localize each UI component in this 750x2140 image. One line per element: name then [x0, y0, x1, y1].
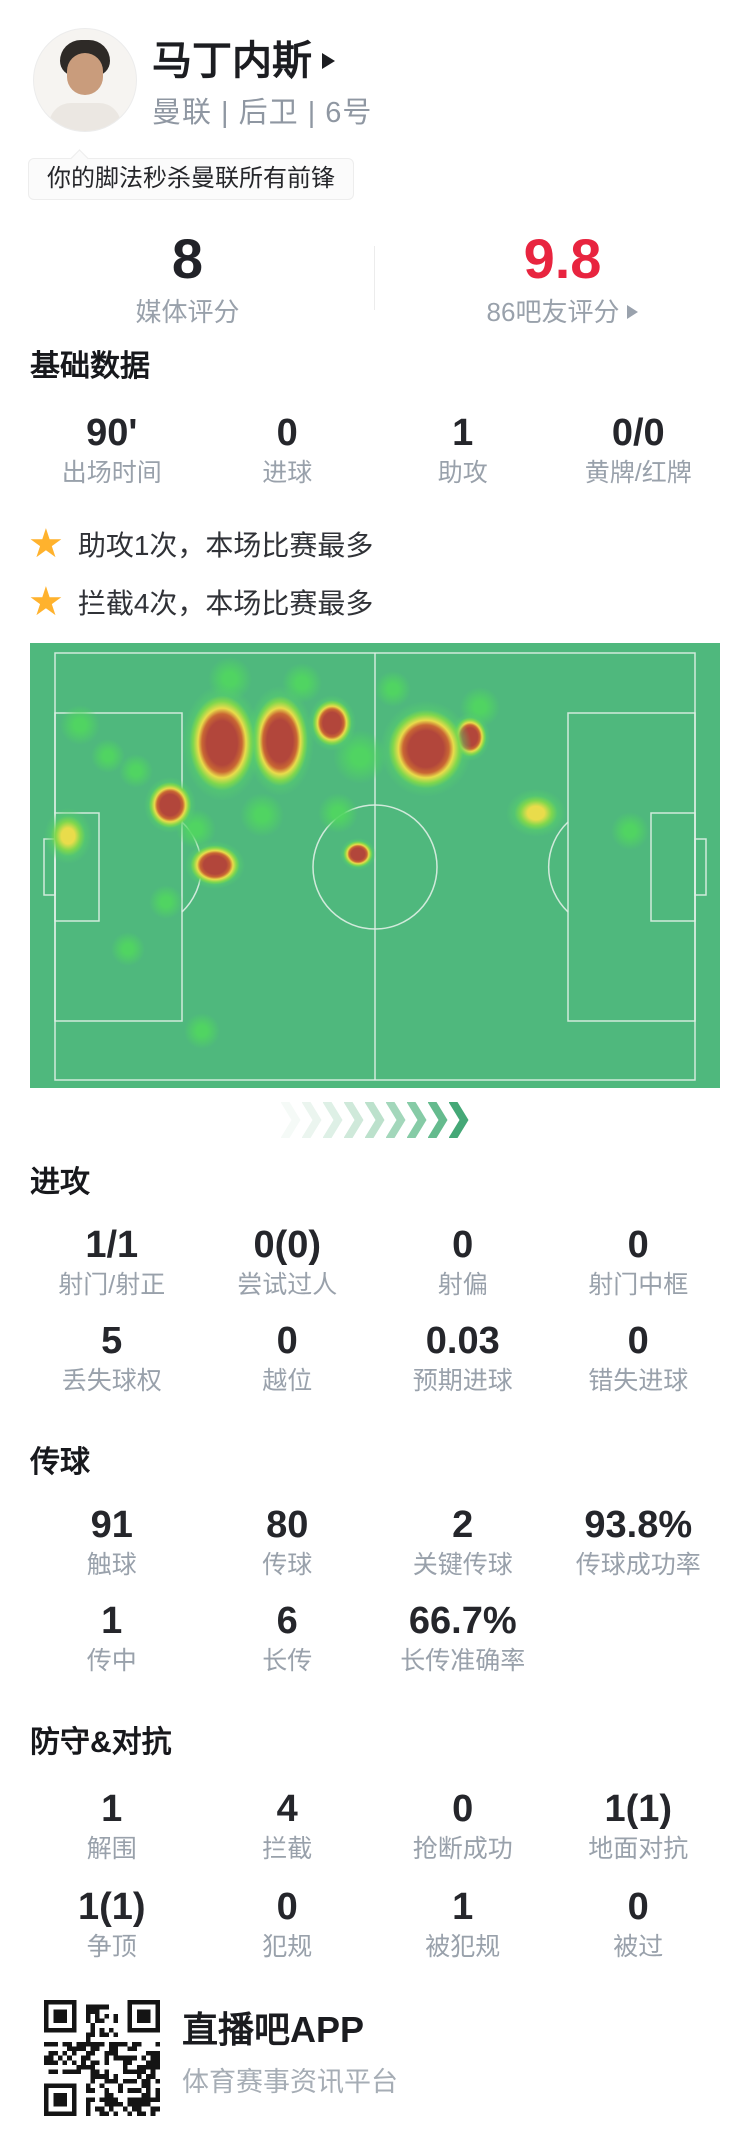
stat-touches: 91 触球 — [86, 1504, 137, 1579]
stat-shots-woodwork: 0 射门中框 — [588, 1224, 689, 1299]
stat-cards: 0/0 黄牌/红牌 — [584, 412, 692, 487]
chevron-arrow-icon — [448, 1102, 469, 1138]
stat-fouled: 1 被犯规 — [425, 1886, 501, 1961]
stat-crosses: 1 传中 — [86, 1600, 137, 1675]
stat-long-ball-accuracy: 66.7% 长传准确率 — [400, 1600, 526, 1675]
heatmap-layer — [30, 643, 720, 1088]
stat-minutes: 90' 出场时间 — [61, 412, 162, 487]
player-team-position: 曼联 | 后卫 | 6号 — [152, 97, 373, 129]
stat-empty — [551, 1598, 727, 1676]
stat-offsides: 0 越位 — [262, 1320, 313, 1395]
chevron-arrow-icon — [385, 1102, 406, 1138]
star-icon: ★ — [28, 580, 64, 624]
passing-stats-row-2: 1 传中 6 长传 66.7% 长传准确率 — [0, 1598, 750, 1676]
player-quote-text: 你的脚法秒杀曼联所有前锋 — [47, 165, 335, 192]
stat-clearances: 1 解围 — [86, 1788, 137, 1863]
stat-possession-lost: 5 丢失球权 — [61, 1320, 162, 1395]
player-quote-bubble: 你的脚法秒杀曼联所有前锋 — [28, 158, 354, 200]
ratings-divider — [374, 246, 375, 310]
basic-stats-row: 90' 出场时间 0 进球 1 助攻 0/0 黄牌/红牌 — [0, 410, 750, 488]
stat-key-passes: 2 关键传球 — [412, 1504, 513, 1579]
stat-dribbled-past: 0 被过 — [613, 1886, 664, 1961]
player-avatar[interactable] — [33, 28, 137, 132]
media-rating-label: 媒体评分 — [135, 297, 240, 327]
fans-rating-value: 9.8 — [523, 227, 602, 290]
chevron-arrow-icon — [427, 1102, 448, 1138]
avatar-shirt — [49, 103, 121, 131]
player-name-link[interactable]: 马丁内斯 — [152, 38, 335, 84]
fans-rating-label: 86吧友评分 — [486, 297, 620, 327]
stat-shots-off: 0 射偏 — [437, 1224, 488, 1299]
media-rating: 8 媒体评分 — [0, 227, 375, 332]
stat-ground-duels: 1(1) 地面对抗 — [588, 1788, 689, 1863]
stat-shots: 1/1 射门/射正 — [58, 1224, 166, 1299]
stat-tackles-won: 0 抢断成功 — [412, 1788, 513, 1863]
heatmap-pitch — [30, 643, 720, 1088]
section-title-basic: 基础数据 — [30, 350, 150, 383]
stat-big-chances-missed: 0 错失进球 — [588, 1320, 689, 1395]
progress-chevrons — [0, 1102, 750, 1138]
chevron-arrow-icon — [301, 1102, 322, 1138]
attack-stats-row-1: 1/1 射门/射正 0(0) 尝试过人 0 射偏 0 射门中框 — [0, 1222, 750, 1300]
passing-stats-row-1: 91 触球 80 传球 2 关键传球 93.8% 传球成功率 — [0, 1502, 750, 1580]
defense-stats-row-1: 1 解围 4 拦截 0 抢断成功 1(1) 地面对抗 — [0, 1786, 750, 1864]
qr-code — [44, 2000, 160, 2116]
section-title-defense: 防守&对抗 — [30, 1726, 172, 1759]
highlight-assists: ★ 助攻1次，本场比赛最多 — [28, 522, 374, 566]
stat-fouls: 0 犯规 — [262, 1886, 313, 1961]
star-icon: ★ — [28, 522, 64, 566]
fans-rating[interactable]: 9.8 86吧友评分 — [375, 227, 750, 332]
stat-dribbles: 0(0) 尝试过人 — [237, 1224, 338, 1299]
stat-aerial-duels: 1(1) 争顶 — [77, 1886, 146, 1961]
highlight-interceptions: ★ 拦截4次，本场比赛最多 — [28, 580, 374, 624]
player-name: 马丁内斯 — [152, 39, 312, 83]
ratings-row: 8 媒体评分 9.8 86吧友评分 — [0, 227, 750, 332]
stat-assists: 1 助攻 — [437, 412, 488, 487]
stat-passes: 80 传球 — [262, 1504, 313, 1579]
chevron-arrow-icon — [406, 1102, 427, 1138]
stat-interceptions: 4 拦截 — [262, 1788, 313, 1863]
stat-pass-accuracy: 93.8% 传球成功率 — [575, 1504, 701, 1579]
chevron-arrow-icon — [364, 1102, 385, 1138]
chevron-right-icon — [627, 305, 639, 319]
section-title-passing: 传球 — [30, 1446, 90, 1479]
defense-stats-row-2: 1(1) 争顶 0 犯规 1 被犯规 0 被过 — [0, 1884, 750, 1962]
chevron-arrow-icon — [322, 1102, 343, 1138]
app-name: 直播吧APP — [182, 2009, 365, 2050]
app-tagline: 体育赛事资讯平台 — [182, 2067, 398, 2097]
avatar-face — [67, 53, 103, 95]
chevron-arrow-icon — [343, 1102, 364, 1138]
section-title-attack: 进攻 — [30, 1166, 90, 1199]
media-rating-value: 8 — [171, 227, 204, 290]
attack-stats-row-2: 5 丢失球权 0 越位 0.03 预期进球 0 错失进球 — [0, 1318, 750, 1396]
chevron-arrow-icon — [280, 1102, 301, 1138]
stat-long-balls: 6 长传 — [262, 1600, 313, 1675]
chevron-right-icon — [322, 53, 335, 69]
stat-goals: 0 进球 — [262, 412, 313, 487]
stat-xg: 0.03 预期进球 — [412, 1320, 513, 1395]
